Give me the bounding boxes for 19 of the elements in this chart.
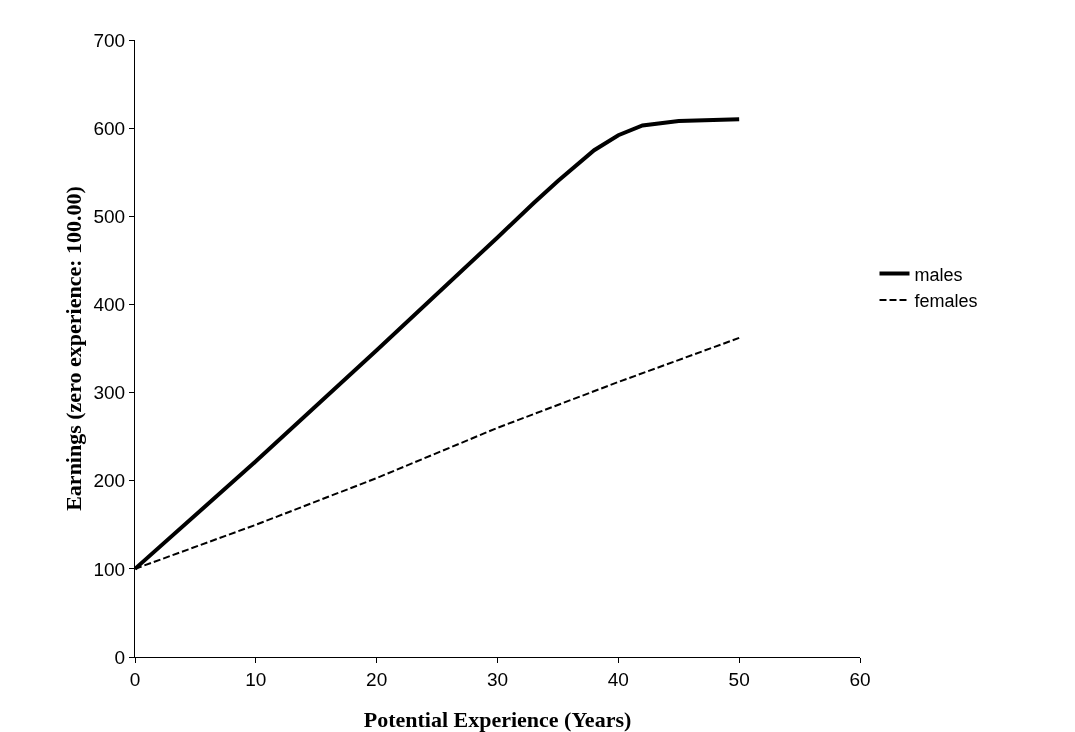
x-tick-label: 20: [366, 668, 388, 690]
x-tick-label: 60: [849, 668, 871, 690]
y-tick-label: 600: [93, 117, 126, 139]
x-axis-title: Potential Experience (Years): [363, 707, 632, 732]
x-tick-label: 30: [486, 668, 509, 690]
legend-label: females: [914, 290, 978, 311]
x-tick-label: 0: [129, 668, 141, 690]
y-tick-label: 500: [93, 205, 126, 227]
y-tick-label: 100: [93, 558, 126, 580]
x-tick-label: 40: [607, 668, 629, 690]
legend-label: males: [914, 264, 963, 285]
y-tick-label: 400: [93, 294, 126, 316]
y-tick-label: 700: [93, 29, 126, 51]
x-tick-label: 10: [245, 668, 267, 690]
y-tick-label: 200: [93, 470, 126, 492]
y-tick-label: 0: [114, 646, 126, 668]
x-tick-label: 50: [728, 668, 750, 690]
y-tick-label: 300: [93, 382, 126, 404]
y-axis-title: Earnings (zero experience: 100.00): [61, 186, 86, 511]
